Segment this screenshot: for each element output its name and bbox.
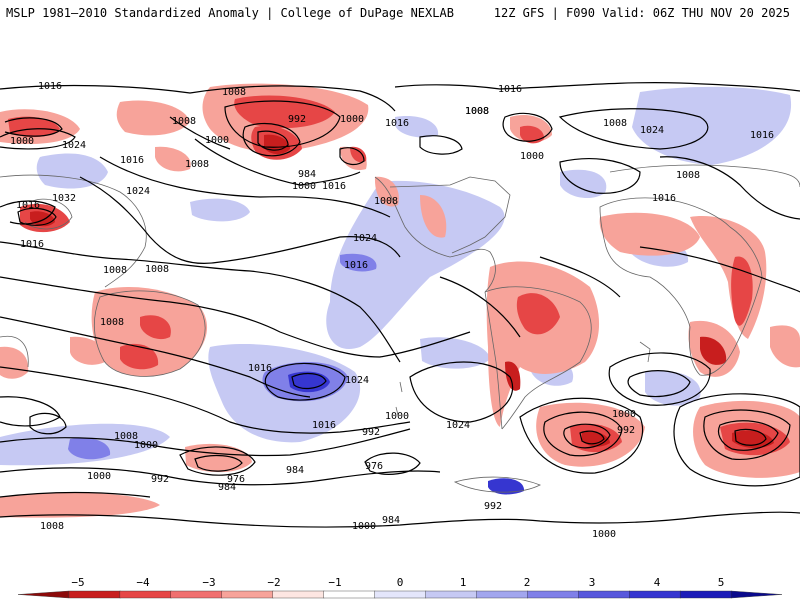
isobar-label: 984 bbox=[218, 482, 236, 493]
isobar-label: 1008 bbox=[172, 116, 196, 127]
isobar-label: 1008 bbox=[465, 106, 489, 117]
isobar-label: 1008 bbox=[465, 106, 489, 117]
positive-anomaly-cores bbox=[68, 253, 525, 495]
colorbar-swatch bbox=[170, 590, 223, 599]
colorbar-tick: −5 bbox=[71, 576, 84, 589]
colorbar-swatch bbox=[425, 590, 478, 599]
isobar-label: 1008 bbox=[603, 118, 627, 129]
colorbar-tick: −2 bbox=[267, 576, 280, 589]
isobar-label: 1016 bbox=[344, 260, 368, 271]
isobar-label: 1024 bbox=[126, 186, 150, 197]
colorbar-tick: 1 bbox=[460, 576, 467, 589]
isobar-label: 984 bbox=[286, 465, 304, 476]
isobar-label: 1008 bbox=[114, 431, 138, 442]
isobar-label: 1008 bbox=[100, 317, 124, 328]
isobar-label: 1024 bbox=[353, 233, 377, 244]
isobar-label: 1000 bbox=[352, 521, 376, 532]
isobar-labels: 1016 1008 992 1000 1008 1016 1008 1000 1… bbox=[10, 81, 774, 540]
isobar-label: 992 bbox=[484, 501, 502, 512]
isobar-contours bbox=[0, 81, 800, 528]
colorbar-tick: 2 bbox=[524, 576, 531, 589]
isobar-label: 1000 bbox=[292, 181, 316, 192]
isobar-label: 1000 bbox=[340, 114, 364, 125]
coastlines bbox=[0, 164, 800, 493]
colorbar-tick: 5 bbox=[718, 576, 725, 589]
colorbar-tick: −1 bbox=[328, 576, 341, 589]
isobar-label: 992 bbox=[362, 427, 380, 438]
colorbar-swatch bbox=[323, 590, 376, 599]
isobar-label: 1016 bbox=[322, 181, 346, 192]
colorbar-swatch bbox=[476, 590, 529, 599]
colorbar-swatch bbox=[272, 590, 325, 599]
isobar-label: 1000 bbox=[205, 135, 229, 146]
isobar-label: 1016 bbox=[38, 81, 62, 92]
isobar-label: 1016 bbox=[652, 193, 676, 204]
colorbar-swatch bbox=[68, 590, 121, 599]
isobar-label: 1000 bbox=[10, 136, 34, 147]
map-title: MSLP 1981–2010 Standardized Anomaly | Co… bbox=[6, 6, 454, 20]
isobar-label: 1008 bbox=[40, 521, 64, 532]
isobar-label: 1000 bbox=[612, 409, 636, 420]
isobar-label: 1008 bbox=[676, 170, 700, 181]
isobar-label: 1016 bbox=[750, 130, 774, 141]
colorbar-tick: 4 bbox=[654, 576, 661, 589]
colorbar-tick: −3 bbox=[202, 576, 215, 589]
isobar-label: 992 bbox=[151, 474, 169, 485]
colorbar-swatch bbox=[119, 590, 172, 599]
isobar-label: 1008 bbox=[374, 196, 398, 207]
isobar-label: 1008 bbox=[185, 159, 209, 170]
colorbar-swatch bbox=[629, 590, 681, 599]
colorbar-swatch bbox=[17, 590, 70, 599]
isobar-label: 1016 bbox=[312, 420, 336, 431]
mslp-anomaly-map: 1016 1008 992 1000 1008 1016 1008 1000 1… bbox=[0, 77, 800, 545]
isobar-label: 976 bbox=[227, 474, 245, 485]
isobar-label: 992 bbox=[617, 425, 635, 436]
colorbar-swatch bbox=[578, 590, 630, 599]
colorbar-swatch bbox=[679, 590, 732, 599]
isobar-label: 984 bbox=[382, 515, 400, 526]
isobar-label: 1016 bbox=[20, 239, 44, 250]
isobar-label: 1016 bbox=[385, 118, 409, 129]
isobar-label: 1000 bbox=[134, 440, 158, 451]
colorbar-tick: 0 bbox=[397, 576, 404, 589]
isobar-label: 1016 bbox=[248, 363, 272, 374]
isobar-label: 992 bbox=[288, 114, 306, 125]
isobar-label: 1008 bbox=[145, 264, 169, 275]
isobar-label: 1016 bbox=[16, 200, 40, 211]
isobar-label: 976 bbox=[365, 461, 383, 472]
model-run-info: 12Z GFS | F090 Valid: 06Z THU NOV 20 202… bbox=[493, 6, 790, 20]
colorbar-swatch bbox=[374, 590, 427, 599]
isobar-label: 1008 bbox=[103, 265, 127, 276]
isobar-label: 1024 bbox=[345, 375, 369, 386]
colorbar-swatch bbox=[527, 590, 579, 599]
isobar-label: 1016 bbox=[120, 155, 144, 166]
colorbar-swatch bbox=[221, 590, 274, 599]
isobar-label: 984 bbox=[298, 169, 316, 180]
isobar-label: 1024 bbox=[640, 125, 664, 136]
isobar-label: 1024 bbox=[62, 140, 86, 151]
isobar-label: 1000 bbox=[385, 411, 409, 422]
isobar-label: 1016 bbox=[498, 84, 522, 95]
colorbar-tick: −4 bbox=[136, 576, 150, 589]
isobar-label: 1000 bbox=[87, 471, 111, 482]
isobar-label: 1032 bbox=[52, 193, 76, 204]
isobar-label: 1000 bbox=[520, 151, 544, 162]
isobar-label: 1024 bbox=[446, 420, 470, 431]
colorbar-swatch bbox=[730, 590, 783, 599]
isobar-label: 1000 bbox=[592, 529, 616, 540]
anomaly-colorbar: −5 −4 −3 −2 −1 0 1 2 3 4 5 bbox=[10, 576, 790, 600]
colorbar-tick-labels: −5 −4 −3 −2 −1 0 1 2 3 4 5 bbox=[71, 576, 724, 589]
isobar-label: 1008 bbox=[222, 87, 246, 98]
colorbar-swatches bbox=[17, 590, 783, 599]
colorbar-tick: 3 bbox=[589, 576, 596, 589]
